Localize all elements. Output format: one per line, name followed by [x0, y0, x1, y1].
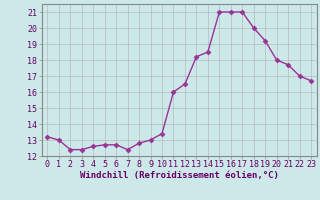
X-axis label: Windchill (Refroidissement éolien,°C): Windchill (Refroidissement éolien,°C) [80, 171, 279, 180]
